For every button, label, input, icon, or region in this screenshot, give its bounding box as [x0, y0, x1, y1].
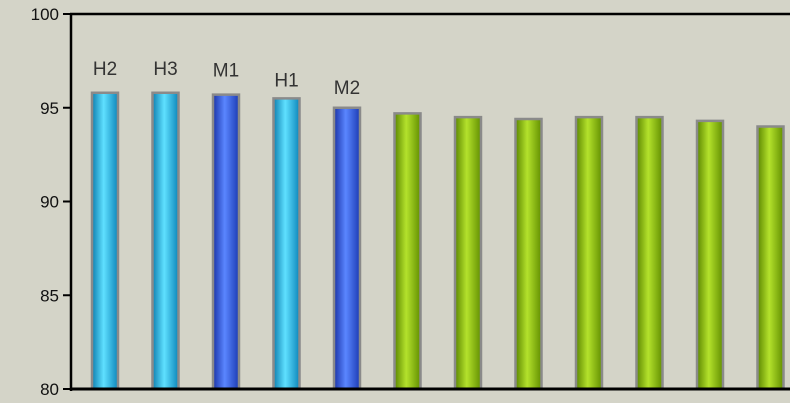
bar-h2 [90, 91, 120, 391]
bar-10 [635, 115, 664, 391]
bar-9 [574, 115, 604, 391]
bar-h1 [272, 97, 301, 391]
bar-6 [393, 112, 422, 391]
y-tick-label-90: 90 [40, 193, 59, 212]
bar-label-m1: M1 [213, 61, 239, 82]
bar-8 [514, 117, 543, 391]
bar-12 [756, 125, 785, 391]
bar-7 [453, 115, 483, 391]
bar-label-m2: M2 [334, 78, 360, 99]
bar-m1 [211, 93, 241, 391]
bar-h3 [151, 91, 180, 391]
y-tick-label-100: 100 [31, 5, 59, 24]
y-tick-label-80: 80 [40, 380, 59, 399]
bar-11 [695, 119, 725, 391]
bar-label-h3: H3 [153, 59, 177, 80]
bar-label-h2: H2 [93, 59, 117, 80]
y-tick-label-95: 95 [40, 99, 59, 118]
bar-m2 [332, 106, 362, 391]
y-tick-label-85: 85 [40, 286, 59, 305]
bar-label-h1: H1 [274, 70, 298, 91]
